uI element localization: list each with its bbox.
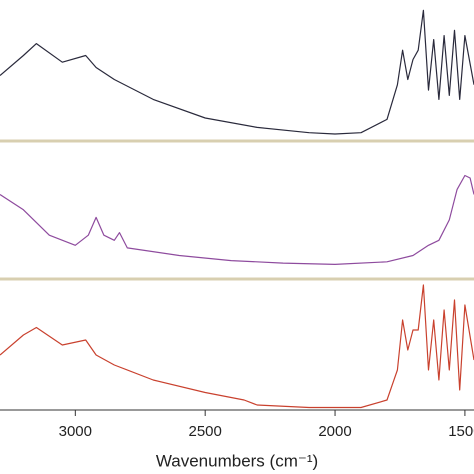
x-tick-label: 2500 bbox=[188, 423, 221, 440]
spectrum-line bbox=[0, 284, 474, 409]
x-axis-label: Wavenumbers (cm⁻¹) bbox=[156, 451, 318, 470]
spectrum-line bbox=[0, 174, 474, 265]
x-tick-label: 2000 bbox=[318, 423, 351, 440]
spectrum-line bbox=[0, 9, 474, 135]
x-tick-label: 3000 bbox=[59, 423, 92, 440]
x-tick-label: 1500 bbox=[448, 423, 474, 440]
